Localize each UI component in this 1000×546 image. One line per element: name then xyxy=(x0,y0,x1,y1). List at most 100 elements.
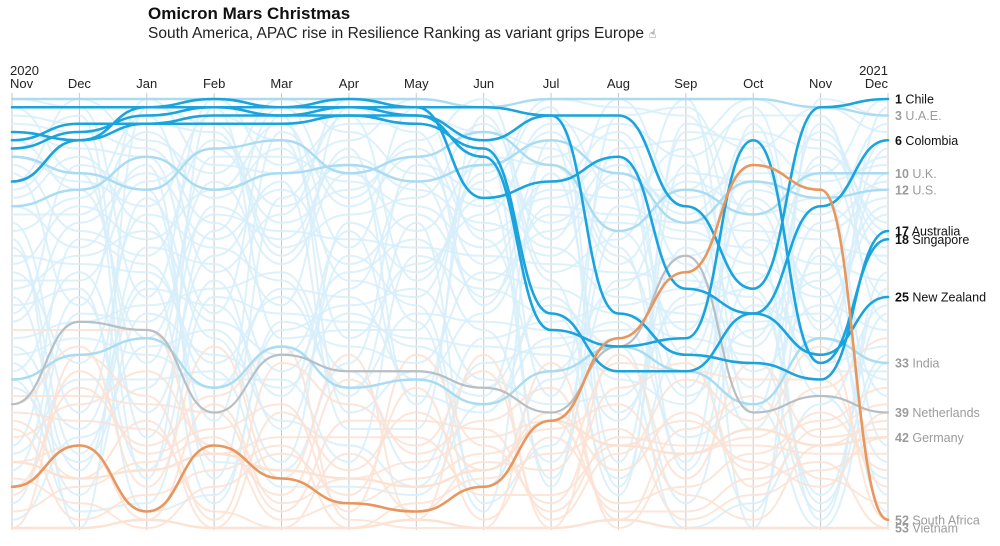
end-label-rank: 53 xyxy=(895,522,909,536)
month-year-label-0: 2020 xyxy=(10,63,39,78)
end-label-rank: 12 xyxy=(895,183,909,197)
end-label-new-zealand: 25 New Zealand xyxy=(895,291,986,305)
end-label-germany: 42 Germany xyxy=(895,431,965,445)
series-line-u-s-[interactable] xyxy=(10,139,890,224)
series-line-south-africa[interactable] xyxy=(10,163,890,522)
end-label-country: South Africa xyxy=(909,513,980,527)
series-line-germany[interactable] xyxy=(10,419,890,488)
series-line-vietnam[interactable] xyxy=(10,518,890,530)
background-country-line xyxy=(11,106,889,497)
end-label-vietnam: 53 Vietnam xyxy=(895,522,958,536)
end-label-rank: 3 xyxy=(895,109,902,123)
series-line-u-k-[interactable] xyxy=(10,130,890,233)
month-label-3: Feb xyxy=(203,76,225,91)
background-country-line xyxy=(11,427,889,530)
chart-subtitle: South America, APAC rise in Resilience R… xyxy=(148,25,656,43)
end-label-india: 33 India xyxy=(895,357,940,371)
background-country-line xyxy=(11,130,889,422)
background-country-line xyxy=(11,304,889,505)
end-label-rank: 25 xyxy=(895,291,909,305)
background-country-line xyxy=(11,386,889,530)
end-label-rank: 42 xyxy=(895,431,909,445)
end-label-rank: 17 xyxy=(895,225,909,239)
background-country-line xyxy=(11,229,889,455)
series-line-netherlands[interactable] xyxy=(10,254,890,414)
month-label-2: Jan xyxy=(136,76,157,91)
end-label-country: Colombia xyxy=(902,134,958,148)
end-label-rank: 1 xyxy=(895,93,902,107)
series-line-singapore[interactable] xyxy=(10,105,890,365)
month-label-8: Jul xyxy=(543,76,560,91)
month-label-11: Oct xyxy=(743,76,764,91)
end-label-u-s-: 12 U.S. xyxy=(895,183,937,197)
end-label-rank: 33 xyxy=(895,357,909,371)
end-label-chile: 1 Chile xyxy=(895,93,934,107)
chart-title: Omicron Mars Christmas xyxy=(148,4,351,23)
subtitle-text: South America, APAC rise in Resilience R… xyxy=(148,25,644,42)
highlighted-country-lines xyxy=(10,97,890,530)
end-label-rank: 10 xyxy=(895,167,909,181)
end-label-australia: 17 Australia xyxy=(895,225,960,239)
background-country-line xyxy=(11,221,889,480)
background-country-line xyxy=(11,180,889,521)
end-label-u-a-e-: 3 U.A.E. xyxy=(895,109,942,123)
month-label-10: Sep xyxy=(674,76,697,91)
end-label-country: India xyxy=(909,357,940,371)
end-label-u-k-: 10 U.K. xyxy=(895,167,937,181)
month-label-1: Dec xyxy=(68,76,92,91)
background-country-line xyxy=(11,403,889,529)
background-country-line xyxy=(12,147,889,472)
background-country-line xyxy=(11,411,889,530)
series-line-india[interactable] xyxy=(10,337,890,406)
series-line-australia[interactable] xyxy=(10,97,890,381)
end-label-netherlands: 39 Netherlands xyxy=(895,406,980,420)
end-label-south-africa: 52 South Africa xyxy=(895,513,980,527)
background-country-line xyxy=(11,114,889,389)
end-label-rank: 18 xyxy=(895,233,909,247)
end-label-country: Australia xyxy=(909,225,960,239)
end-label-rank: 6 xyxy=(895,134,902,148)
end-label-country: Vietnam xyxy=(909,522,958,536)
background-country-line xyxy=(11,97,889,530)
end-label-country: U.S. xyxy=(909,183,937,197)
end-label-colombia: 6 Colombia xyxy=(895,134,958,148)
end-label-country: New Zealand xyxy=(909,291,986,305)
end-label-singapore: 18 Singapore xyxy=(895,233,969,247)
background-country-line xyxy=(11,370,889,521)
series-line-chile[interactable] xyxy=(10,97,890,291)
month-label-13: Dec xyxy=(865,76,889,91)
series-line-u-a-e-[interactable] xyxy=(10,97,890,117)
month-label-0: Nov xyxy=(10,76,34,91)
end-label-country: Netherlands xyxy=(909,406,980,420)
info-hand-icon[interactable]: ☝ xyxy=(648,27,657,41)
background-country-line xyxy=(11,205,889,505)
end-label-rank: 39 xyxy=(895,406,909,420)
series-line-new-zealand[interactable] xyxy=(10,114,890,373)
end-label-country: Chile xyxy=(902,93,934,107)
end-label-country: Singapore xyxy=(909,233,970,247)
month-label-5: Apr xyxy=(339,76,360,91)
background-country-line xyxy=(11,163,889,480)
background-country-line xyxy=(11,246,889,513)
month-label-4: Mar xyxy=(270,76,293,91)
end-label-country: U.A.E. xyxy=(902,109,942,123)
month-label-12: Nov xyxy=(809,76,833,91)
background-country-line xyxy=(11,337,889,530)
background-country-line xyxy=(11,106,889,373)
background-country-line xyxy=(11,106,889,488)
end-label-rank: 52 xyxy=(895,513,909,527)
background-country-line xyxy=(11,295,889,530)
background-country-line xyxy=(11,97,889,530)
background-country-line xyxy=(11,345,889,529)
month-label-6: May xyxy=(404,76,429,91)
month-year-label-13: 2021 xyxy=(859,63,888,78)
background-country-line xyxy=(11,403,889,521)
end-label-country: U.K. xyxy=(909,167,937,181)
month-label-7: Jun xyxy=(473,76,494,91)
background-country-line xyxy=(11,394,888,513)
month-label-9: Aug xyxy=(607,76,630,91)
end-label-country: Germany xyxy=(909,431,965,445)
